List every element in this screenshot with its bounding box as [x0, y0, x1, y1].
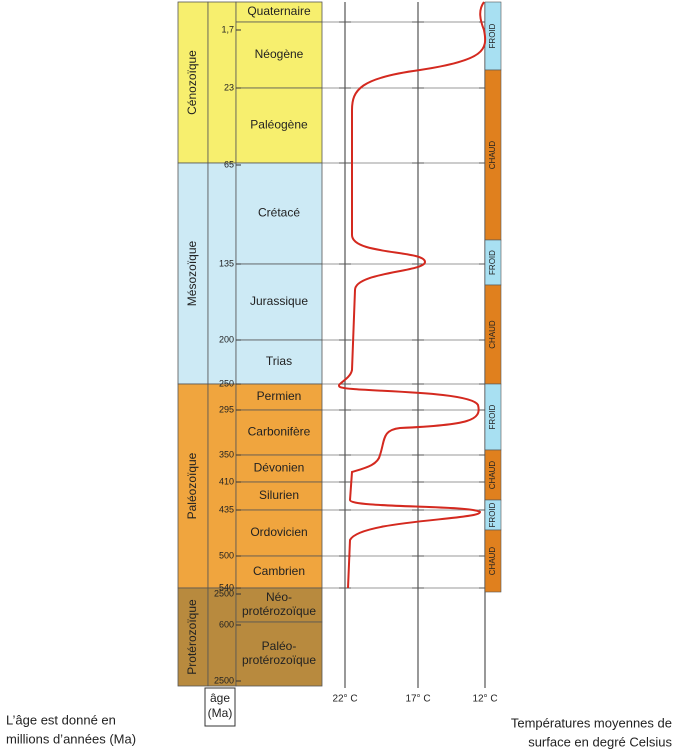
climate-band	[484, 529, 502, 593]
age-cell	[207, 162, 237, 385]
period-cell	[235, 21, 323, 89]
age-label: 295	[219, 404, 234, 414]
era-label: Mésozoïque	[185, 240, 199, 306]
era-label: Cénozoïque	[185, 50, 199, 115]
era-label: Protérozoïque	[185, 599, 199, 675]
period-cell	[235, 383, 323, 411]
climate-label: CHAUD	[488, 547, 497, 576]
age-header: âge	[210, 691, 230, 705]
temperature-curve	[337, 1, 487, 589]
age-label: 250	[219, 378, 234, 388]
note-temperature: Températures moyennes de	[511, 715, 672, 730]
period-label: Néogène	[255, 47, 304, 61]
age-label: 1,7	[221, 24, 234, 34]
age-label: 500	[219, 550, 234, 560]
period-label: Permien	[257, 389, 302, 403]
period-cell	[235, 621, 323, 687]
period-label: Trias	[266, 354, 292, 368]
period-label: Paléogène	[250, 118, 308, 132]
age-cell	[207, 1, 237, 164]
era-cell	[177, 587, 209, 687]
climate-label: FROID	[488, 502, 497, 527]
temperature-label: 22° C	[332, 694, 357, 705]
period-cell	[235, 454, 323, 483]
period-cell	[235, 87, 323, 164]
climate-label: FROID	[488, 250, 497, 275]
period-cell	[235, 587, 323, 623]
age-label: 65	[224, 159, 234, 169]
climate-label: CHAUD	[488, 320, 497, 349]
age-label: 435	[219, 504, 234, 514]
age-label: 23	[224, 82, 234, 92]
diagram: 22° C 17° C 12° C Cénozoïque Mésozoïque Paléo…	[6, 1, 672, 749]
period-label: Silurien	[259, 488, 299, 502]
note-age: L’âge est donné en	[6, 712, 116, 727]
era-cell	[177, 1, 209, 164]
period-cell	[235, 409, 323, 456]
temperature-label: 12° C	[472, 694, 497, 705]
climate-label: FROID	[488, 404, 497, 429]
period-label: Cambrien	[253, 564, 305, 578]
era-label: Paléozoïque	[185, 452, 199, 519]
age-label: 2500	[214, 675, 234, 685]
period-label: protérozoïque	[242, 653, 316, 667]
period-label: Carbonifère	[248, 425, 311, 439]
note-temperature: surface en degré Celsius	[528, 734, 672, 749]
period-cell	[235, 263, 323, 341]
period-cell	[235, 555, 323, 589]
age-header: (Ma)	[208, 706, 233, 720]
period-cell	[235, 339, 323, 385]
period-cell	[235, 162, 323, 265]
age-label: 350	[219, 449, 234, 459]
age-label: 600	[219, 619, 234, 629]
period-label: Ordovicien	[250, 525, 307, 539]
climate-label: CHAUD	[488, 461, 497, 490]
period-label: Dévonien	[254, 461, 305, 475]
period-label: Crétacé	[258, 206, 300, 220]
era-cell	[177, 162, 209, 385]
period-label: Néo-	[266, 590, 292, 604]
period-label: Quaternaire	[247, 4, 311, 18]
note-age: millions d’années (Ma)	[6, 731, 136, 746]
age-label: 2500	[214, 588, 234, 598]
age-label: 135	[219, 258, 234, 268]
period-label: Paléo-	[262, 639, 297, 653]
climate-label: FROID	[488, 23, 497, 48]
age-label: 540	[219, 582, 234, 592]
period-label: protérozoïque	[242, 604, 316, 618]
age-label: 200	[219, 334, 234, 344]
temperature-label: 17° C	[405, 694, 430, 705]
age-label: 410	[219, 476, 234, 486]
period-label: Jurassique	[250, 294, 308, 308]
climate-label: CHAUD	[488, 141, 497, 170]
age-cell	[207, 587, 237, 687]
age-header-box	[204, 687, 236, 727]
period-cell	[235, 481, 323, 511]
